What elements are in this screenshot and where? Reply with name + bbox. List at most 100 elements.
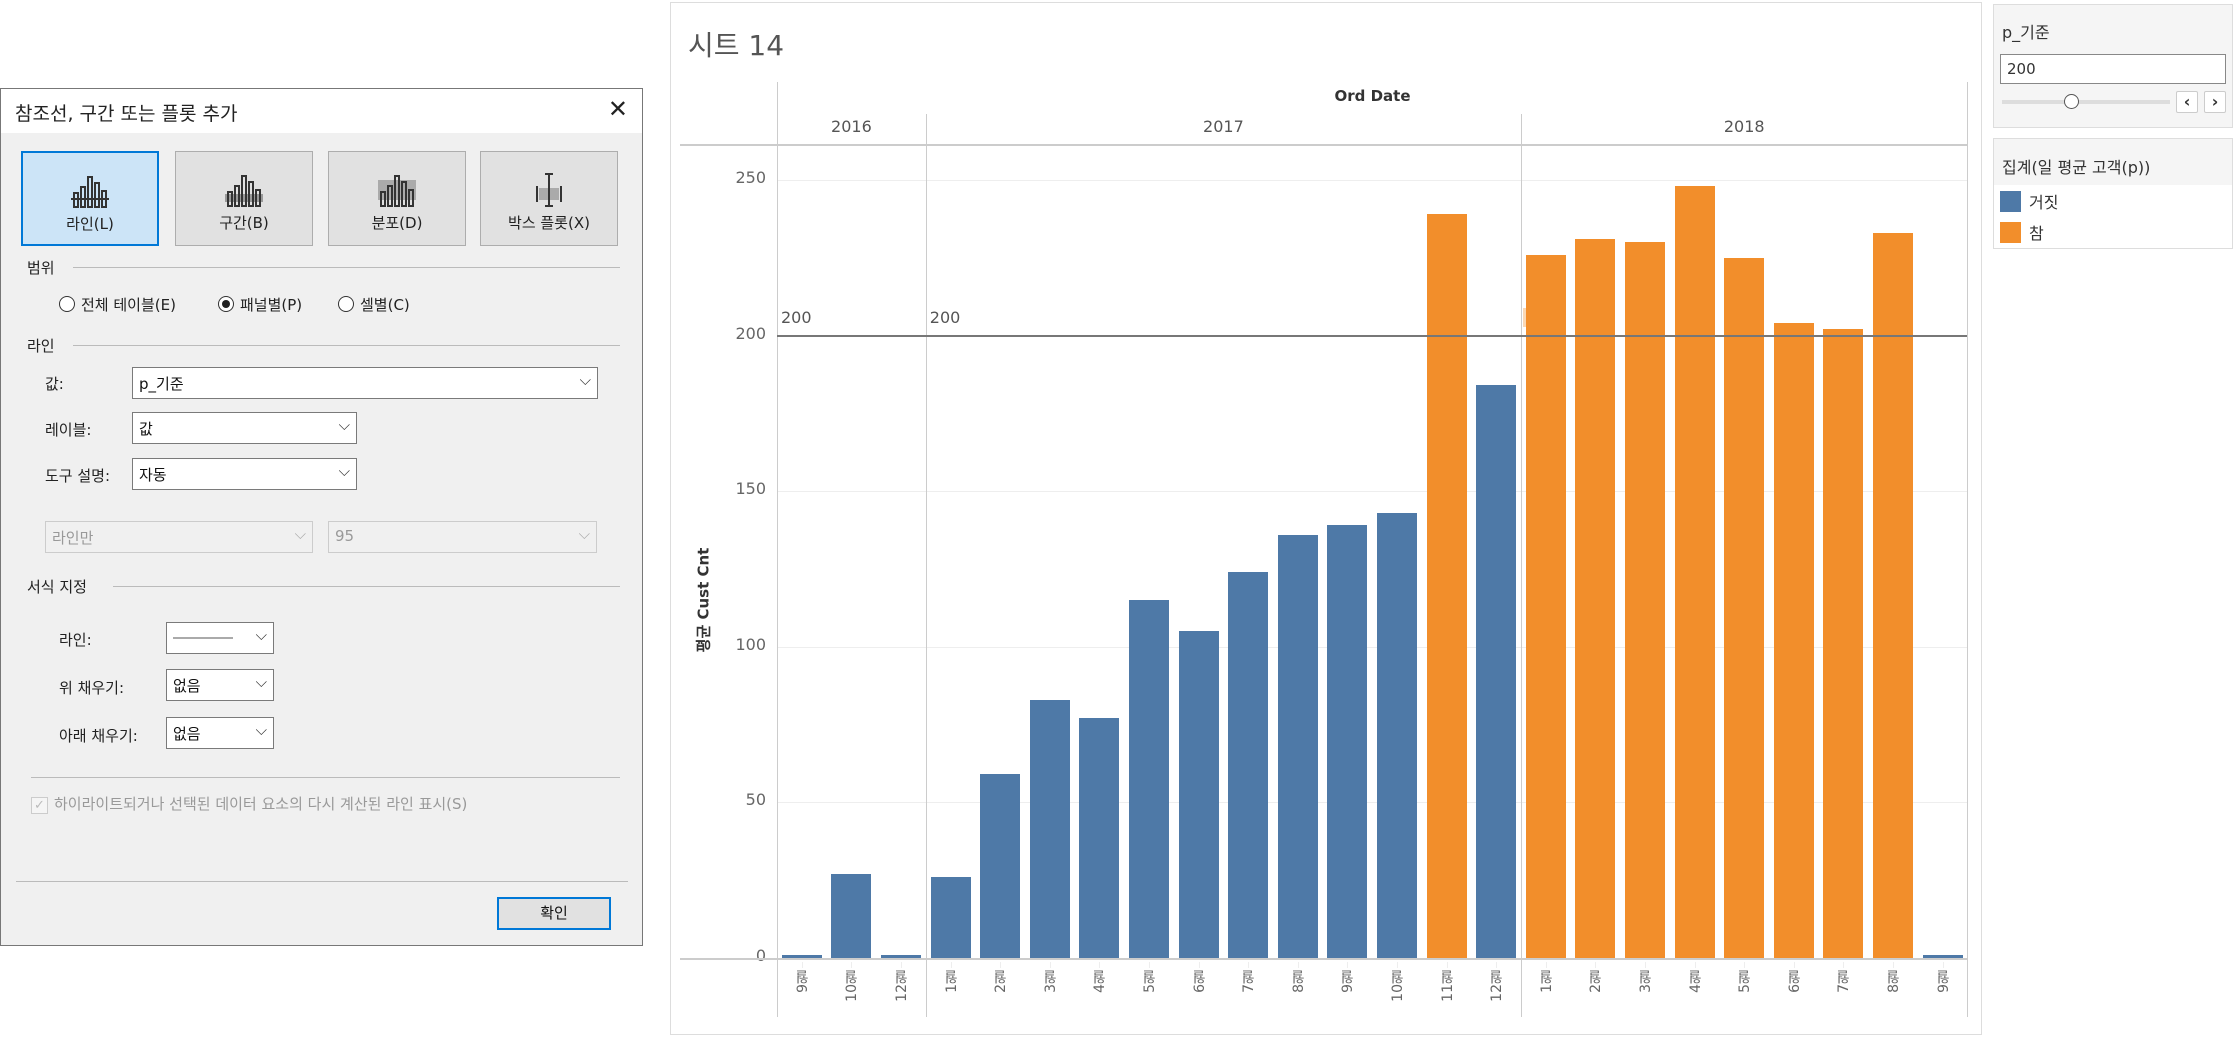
label-select[interactable]: 값 ⌵ [132,412,357,444]
bar[interactable] [980,774,1021,958]
dialog-title: 참조선, 구간 또는 플롯 추가 [15,103,238,125]
legend-swatch [2000,222,2021,243]
chevron-down-icon: ⌵ [255,721,267,739]
format-section-title: 서식 지정 [27,578,87,596]
bar[interactable] [1426,214,1467,958]
type-line-button[interactable]: 라인(L) [21,151,159,246]
scope-radio-table[interactable]: 전체 테이블(E) [59,294,176,315]
divider [73,345,620,346]
pane-divider [1967,82,1969,1017]
x-tick [1545,962,1547,968]
select-value: 자동 [139,466,167,484]
bar[interactable] [881,954,921,958]
legend-item-false[interactable]: 거짓 [2000,189,2058,213]
bar[interactable] [781,954,822,958]
ok-button[interactable]: 확인 [497,897,611,930]
y-tick-label: 100 [735,634,766,654]
tooltip-select[interactable]: 자동 ⌵ [132,458,357,490]
legend-label: 거짓 [2029,193,2059,212]
slider-thumb[interactable] [2063,94,2079,109]
x-tick-label: 1월 [1538,970,1555,993]
fill-below-select[interactable]: 없음 ⌵ [166,717,274,749]
x-tick-label: 10월 [1390,970,1406,1002]
bar[interactable] [1476,385,1517,958]
x-tick [1496,962,1498,968]
bar[interactable] [1228,572,1269,958]
type-box-plot-button[interactable]: 박스 플롯(X) [480,151,618,246]
bar[interactable] [930,877,971,958]
divider [31,777,620,778]
checkbox-label: 하이라이트되거나 선택된 데이터 요소의 다시 계산된 라인 표시(S) [54,795,468,813]
x-tick [1843,962,1845,968]
value-select[interactable]: p_기준 ⌵ [132,367,598,399]
y-tick-label: 200 [735,323,766,343]
bar[interactable] [1773,323,1814,958]
bar[interactable] [1178,631,1219,958]
scope-radio-pane[interactable]: 패널별(P) [218,294,302,315]
type-label: 구간(B) [219,214,269,232]
box-plot-icon [536,173,562,207]
color-legend: 집계(일 평균 고객(p)) 거짓 참 [1993,138,2233,249]
x-tick-label: 7월 [1241,970,1258,993]
bar[interactable] [1129,600,1169,958]
year-header: 2018 [1723,117,1765,136]
bar[interactable] [1525,254,1566,958]
increment-button[interactable]: › [2204,91,2226,113]
chevron-down-icon: ⌵ [338,462,350,480]
line-section-title: 라인 [27,337,55,355]
chevron-down-icon: ⌵ [255,673,267,691]
reference-line-icon [71,176,109,208]
checkbox-check-icon: ✓ [31,797,48,814]
x-tick [1893,962,1894,968]
parameter-slider[interactable] [2002,94,2170,109]
pane-divider [777,82,778,1017]
x-tick [1297,962,1299,968]
type-label: 박스 플롯(X) [508,214,590,232]
bar[interactable] [1377,512,1417,958]
bar[interactable] [1079,718,1120,958]
fill-above-select[interactable]: 없음 ⌵ [166,669,274,701]
parameter-title: p_기준 [2002,23,2050,42]
y-tick-label: 150 [735,479,766,499]
bar[interactable] [1625,242,1665,958]
type-distribution-button[interactable]: 분포(D) [328,151,466,246]
distribution-icon [378,175,416,207]
x-tick-label: 6월 [1786,970,1803,993]
year-header: 2016 [831,117,872,136]
value-label: 값: [45,375,64,393]
type-label: 라인(L) [66,215,114,233]
bar[interactable] [1873,232,1913,958]
dialog-title-bar: 참조선, 구간 또는 플롯 추가 ✕ [1,89,642,133]
parameter-value-input[interactable]: 200 [2000,54,2226,84]
select-value: 95 [335,527,355,545]
bar[interactable] [1724,257,1765,958]
y-tick-label: 0 [755,946,766,965]
select-value: p_기준 [139,375,184,393]
chevron-down-icon: ⌵ [338,416,350,434]
x-tick [1446,962,1448,968]
bar[interactable] [1277,534,1318,958]
fill-above-label: 위 채우기: [59,679,125,697]
bar[interactable] [1575,239,1616,958]
type-band-button[interactable]: 구간(B) [175,151,313,246]
label-label: 레이블: [45,421,92,439]
legend-item-true[interactable]: 참 [2000,220,2044,244]
x-tick-label: 9월 [794,970,811,993]
x-tick-label: 4월 [1687,970,1704,993]
bar[interactable] [1029,699,1070,958]
bar[interactable] [1823,329,1864,958]
decrement-button[interactable]: ‹ [2176,91,2198,113]
line-style-select[interactable]: ⌵ [166,622,274,654]
scope-section-title: 범위 [27,259,55,277]
chevron-down-icon: ⌵ [255,626,267,644]
x-tick-label: 3월 [1638,970,1654,993]
bar[interactable] [831,873,872,958]
bar[interactable] [1922,954,1963,958]
scope-radio-cell[interactable]: 셀별(C) [338,294,410,315]
bar[interactable] [1327,525,1368,958]
close-icon[interactable]: ✕ [607,95,628,123]
x-tick-label: 3월 [1042,970,1059,993]
x-tick [1595,962,1597,968]
bar[interactable] [1674,186,1715,958]
x-tick [1744,962,1746,968]
